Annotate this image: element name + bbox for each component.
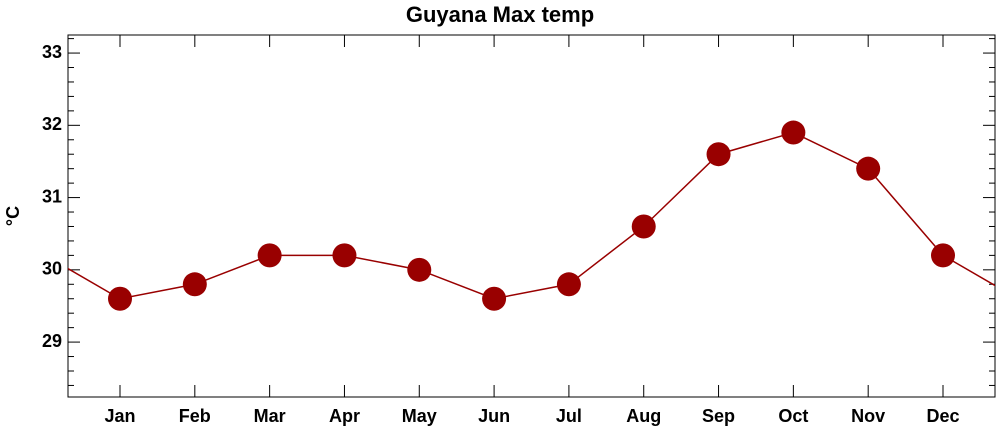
x-tick-label: Aug [626, 406, 661, 426]
plot-frame [67, 34, 996, 398]
wrap-segment [942, 254, 995, 287]
data-point [182, 272, 207, 297]
plot-area [68, 254, 995, 300]
y-tick-label: 33 [42, 42, 62, 62]
x-tick-label: Jun [478, 406, 510, 426]
y-tick-label: 30 [42, 259, 62, 279]
x-tick-label: Sep [702, 406, 735, 426]
x-tick-label: Nov [851, 406, 885, 426]
x-tick-label: Oct [778, 406, 808, 426]
data-point [108, 286, 132, 311]
data-point [407, 257, 432, 282]
x-tick-label: Apr [329, 406, 360, 426]
data-point [257, 243, 282, 268]
data-point [706, 142, 731, 167]
x-tick-label: Feb [179, 406, 211, 426]
data-point [631, 214, 656, 239]
data-point [781, 120, 806, 145]
y-axis-label: °C [3, 206, 23, 226]
y-tick-label: 32 [42, 114, 62, 134]
x-tick-label: Dec [926, 406, 959, 426]
data-point [931, 243, 955, 268]
data-point [556, 272, 581, 297]
chart-title: Guyana Max temp [406, 2, 594, 27]
data-point [482, 286, 507, 311]
wrap-segment [68, 267, 121, 300]
data-point [856, 156, 881, 181]
y-tick-label: 29 [42, 331, 62, 351]
x-tick-label: May [402, 406, 437, 426]
data-point [332, 243, 357, 268]
x-tick-label: Jul [556, 406, 582, 426]
y-tick-label: 31 [42, 186, 62, 206]
series-line [119, 131, 944, 300]
x-tick-label: Mar [254, 406, 286, 426]
x-tick-label: Jan [104, 406, 135, 426]
